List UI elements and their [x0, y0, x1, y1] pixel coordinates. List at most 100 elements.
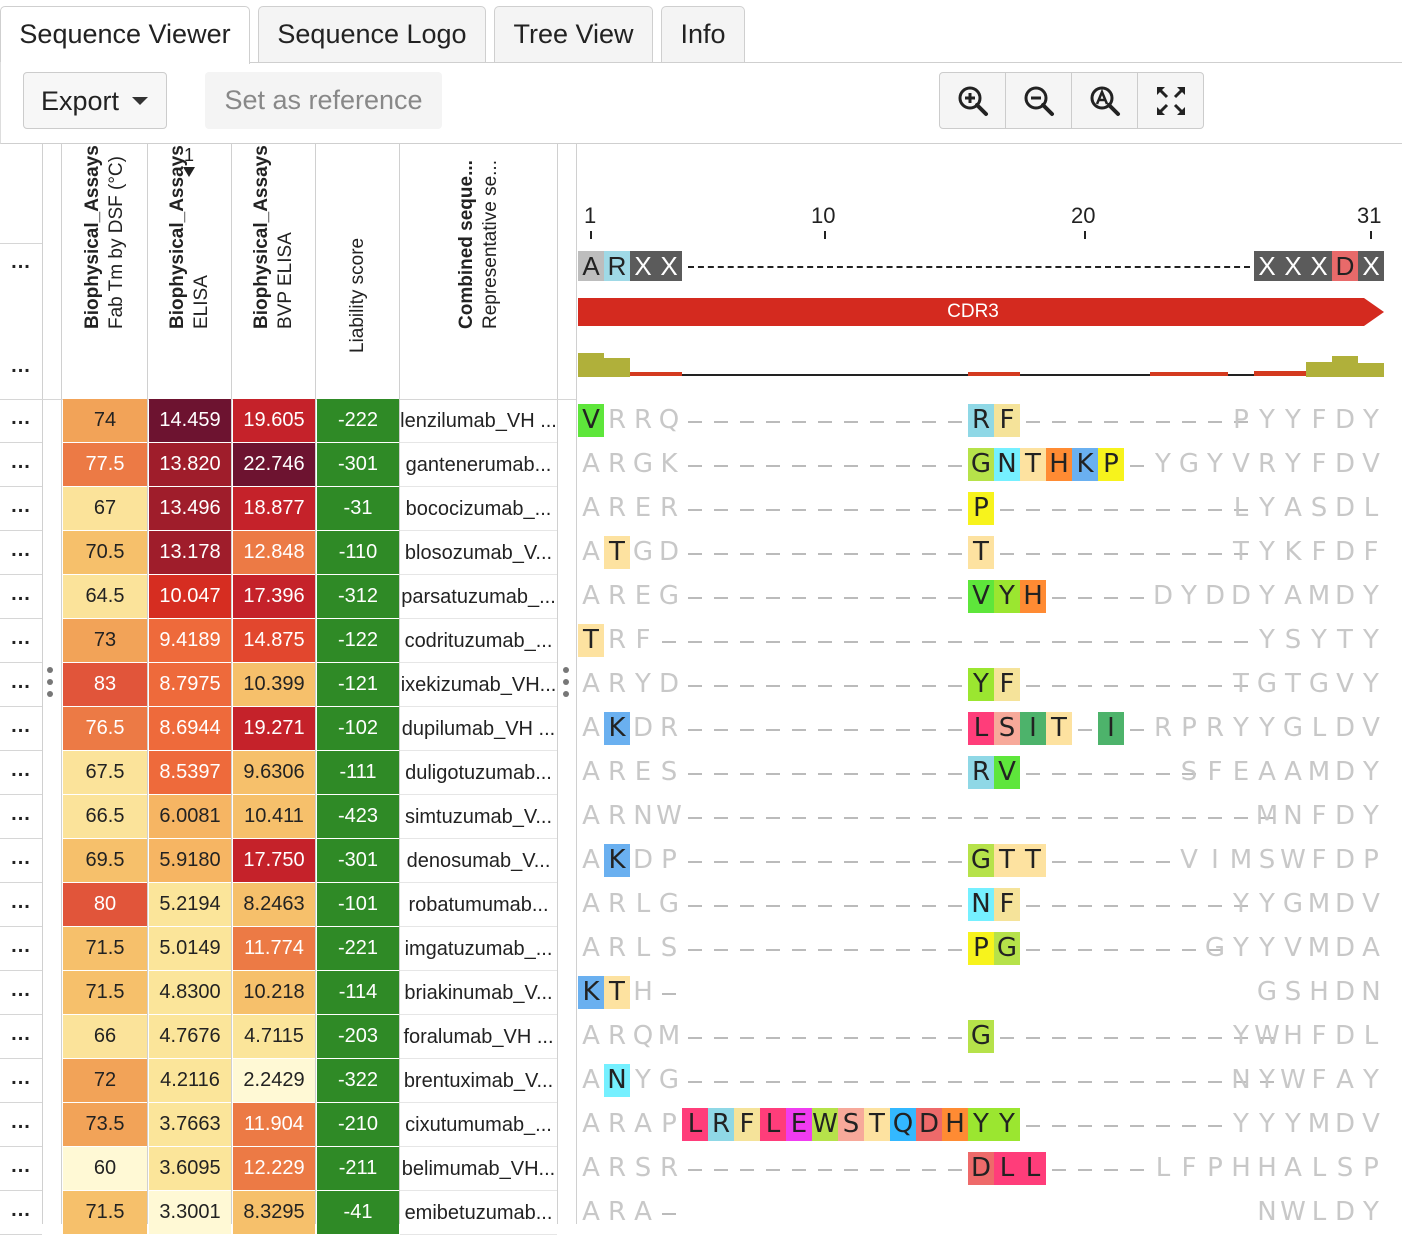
header-menu-button[interactable]: ...	[11, 251, 31, 273]
bvp-elisa-cell: 12.229	[233, 1147, 315, 1190]
table-row[interactable]: ... 80 5.2194 8.2463 -101 robatumumab... A R L G N…	[0, 883, 1402, 927]
row-menu-button[interactable]: ...	[11, 1023, 31, 1045]
residue: E	[786, 1108, 812, 1141]
row-menu-button[interactable]: ...	[11, 1111, 31, 1133]
table-row[interactable]: ... 73.5 3.7663 11.904 -210 cixutumumab_... A R…	[0, 1103, 1402, 1147]
tab-tree-view[interactable]: Tree View	[494, 6, 653, 62]
sequence-name[interactable]: cixutumumab_...	[405, 1114, 552, 1136]
residue: Y	[1259, 625, 1275, 655]
table-row[interactable]: ... 83 8.7975 10.399 -121 ixekizumab_VH... A R Y…	[0, 663, 1402, 707]
sequence-name[interactable]: imgatuzumab_...	[404, 938, 553, 960]
table-row[interactable]: ... 66.5 6.0081 10.411 -423 simtuzumab_V... A R…	[0, 795, 1402, 839]
row-menu-button[interactable]: ...	[11, 583, 31, 605]
column-header-fab-tm[interactable]: Biophysical_Assays Fab Tm by DSF (°C)	[62, 143, 147, 399]
sequence-name[interactable]: blosozumab_V...	[404, 542, 553, 564]
sequence-name[interactable]: robatumumab...	[408, 894, 549, 916]
column-header-bvp-elisa[interactable]: Biophysical_Assays BVP ELISA	[232, 143, 315, 399]
consensus-residue: X	[656, 251, 682, 281]
row-menu-button[interactable]: ...	[11, 451, 31, 473]
table-row[interactable]: ... 67 13.496 18.877 -31 bococizumab_... A R E R P…	[0, 487, 1402, 531]
row-menu-button[interactable]: ...	[11, 671, 31, 693]
sequence-name[interactable]: bococizumab_...	[405, 498, 552, 520]
sequence-name[interactable]: simtuzumab_V...	[404, 806, 553, 828]
sequence-name[interactable]: gantenerumab...	[405, 454, 552, 476]
residue: Y	[1363, 757, 1379, 787]
table-row[interactable]: ... 77.5 13.820 22.746 -301 gantenerumab... A R…	[0, 443, 1402, 487]
header-menu-button[interactable]: ...	[11, 355, 31, 377]
sequence-name[interactable]: ixekizumab_VH...	[400, 674, 557, 696]
row-menu-button[interactable]: ...	[11, 627, 31, 649]
sequence-name[interactable]: belimumab_VH...	[401, 1158, 556, 1180]
residue: T	[1233, 537, 1249, 567]
cdr3-annotation[interactable]	[578, 295, 1386, 329]
residue: E	[1232, 757, 1250, 787]
residue: D	[1152, 581, 1174, 611]
sequence-name[interactable]: foralumab_VH ...	[403, 1026, 554, 1048]
residue: Q	[632, 1021, 654, 1051]
residue: D	[1334, 1021, 1356, 1051]
elisa-cell: 10.047	[149, 575, 231, 618]
residue: F	[994, 404, 1020, 437]
row-menu-button[interactable]: ...	[11, 979, 31, 1001]
column-resize-handle[interactable]	[562, 665, 570, 701]
residue: Y	[1363, 581, 1379, 611]
tab-sequence-viewer[interactable]: Sequence Viewer	[0, 6, 250, 64]
table-row[interactable]: ... 60 3.6095 12.229 -211 belimumab_VH... A R S R…	[0, 1147, 1402, 1191]
row-menu-button[interactable]: ...	[11, 1067, 31, 1089]
column-header-elisa[interactable]: 1 Biophysical_Assays ELISA	[148, 143, 231, 399]
column-header-combined-sequence[interactable]: Combined seque... Representative se...	[400, 143, 557, 399]
row-menu-button[interactable]: ...	[11, 495, 31, 517]
fullscreen-button[interactable]	[1138, 73, 1204, 128]
sequence-name[interactable]: emibetuzumab...	[404, 1202, 553, 1224]
table-row[interactable]: ... 73 9.4189 14.875 -122 codrituzumab_... T R F…	[0, 619, 1402, 663]
zoom-in-button[interactable]	[940, 73, 1006, 128]
sequence-name[interactable]: briakinumab_V...	[404, 982, 553, 1004]
row-menu-button[interactable]: ...	[11, 891, 31, 913]
residue: M	[1307, 757, 1331, 787]
table-row[interactable]: ... 66 4.7676 4.7115 -203 foralumab_VH ... A R Q…	[0, 1015, 1402, 1059]
row-menu-button[interactable]: ...	[11, 715, 31, 737]
row-menu-button[interactable]: ...	[11, 847, 31, 869]
row-menu-button[interactable]: ...	[11, 759, 31, 781]
row-menu-button[interactable]: ...	[11, 539, 31, 561]
sequence-name[interactable]: brentuximab_V...	[403, 1070, 554, 1092]
table-row[interactable]: ... 72 4.2116 2.2429 -322 brentuximab_V... A N Y…	[0, 1059, 1402, 1103]
column-header-liability[interactable]: Liability score	[316, 143, 399, 399]
table-row[interactable]: ... 67.5 8.5397 9.6306 -111 duligotuzumab... A…	[0, 751, 1402, 795]
fab-tm-cell: 71.5	[63, 927, 147, 970]
table-row[interactable]: ... 76.5 8.6944 19.271 -102 dupilumab_VH ... A…	[0, 707, 1402, 751]
export-button[interactable]: Export	[23, 72, 167, 129]
residue: V	[994, 756, 1020, 789]
tab-sequence-logo[interactable]: Sequence Logo	[258, 6, 486, 62]
table-row[interactable]: ... 71.5 5.0149 11.774 -221 imgatuzumab_... A R…	[0, 927, 1402, 971]
table-row[interactable]: ... 64.5 10.047 17.396 -312 parsatuzumab_... A…	[0, 575, 1402, 619]
column-resize-handle[interactable]	[46, 665, 54, 701]
table-row[interactable]: ... 71.5 4.8300 10.218 -114 briakinumab_V... K…	[0, 971, 1402, 1015]
residue: R	[607, 1021, 627, 1051]
consensus-residue: X	[1306, 251, 1332, 281]
sequence-name[interactable]: dupilumab_VH ...	[401, 718, 556, 740]
sequence-name[interactable]: lenzilumab_VH ...	[400, 410, 557, 432]
sequence-name[interactable]: parsatuzumab_...	[401, 586, 556, 608]
row-menu-button[interactable]: ...	[11, 935, 31, 957]
row-menu-button[interactable]: ...	[11, 1155, 31, 1177]
sequence-name[interactable]: duligotuzumab...	[405, 762, 552, 784]
row-menu-button[interactable]: ...	[11, 407, 31, 429]
tab-info[interactable]: Info	[661, 6, 745, 62]
elisa-cell: 14.459	[149, 399, 231, 442]
zoom-out-button[interactable]	[1006, 73, 1072, 128]
fab-tm-cell: 67.5	[63, 751, 147, 794]
sequence-name[interactable]: codrituzumab_...	[404, 630, 553, 652]
table-row[interactable]: ... 74 14.459 19.605 -222 lenzilumab_VH ... V R…	[0, 399, 1402, 443]
table-row[interactable]: ... 70.5 13.178 12.848 -110 blosozumab_V... A T…	[0, 531, 1402, 575]
row-menu-button[interactable]: ...	[11, 803, 31, 825]
residue: M	[1307, 581, 1331, 611]
table-row[interactable]: ... 71.5 3.3001 8.3295 -41 emibetuzumab... A R A…	[0, 1191, 1402, 1235]
sequence-name[interactable]: denosumab_V...	[406, 850, 551, 872]
set-reference-button[interactable]: Set as reference	[205, 72, 442, 129]
liability-score-cell: -31	[317, 487, 399, 530]
zoom-fit-button[interactable]	[1072, 73, 1138, 128]
table-row[interactable]: ... 69.5 5.9180 17.750 -301 denosumab_V... A K D…	[0, 839, 1402, 883]
residue: F	[994, 888, 1020, 921]
row-menu-button[interactable]: ...	[11, 1199, 31, 1221]
